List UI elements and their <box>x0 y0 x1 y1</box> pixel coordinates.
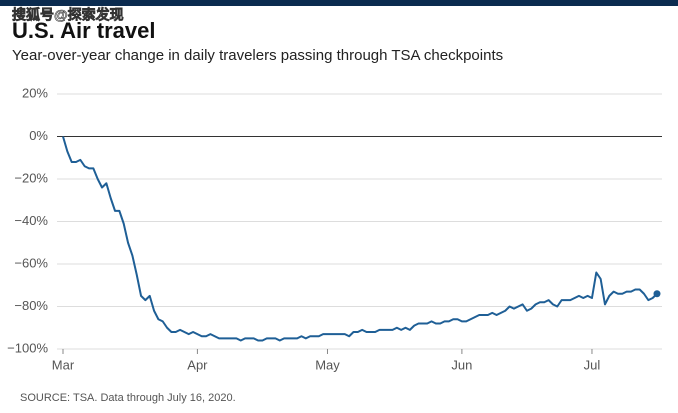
x-tick-label: Jul <box>584 357 601 372</box>
source-note: SOURCE: TSA. Data through July 16, 2020. <box>20 392 236 404</box>
x-tick-label: May <box>315 357 340 372</box>
chart-title: U.S. Air travel <box>12 18 155 43</box>
y-tick-label: 0% <box>29 128 48 143</box>
chart-subtitle: Year-over-year change in daily travelers… <box>12 47 503 64</box>
x-tick-label: Mar <box>52 357 75 372</box>
line <box>62 136 658 342</box>
y-tick-label: −80% <box>14 298 48 313</box>
y-tick-label: 20% <box>22 85 48 100</box>
watermark: 搜狐号@探索发现 <box>12 7 124 23</box>
x-tick-label: Jun <box>451 357 472 372</box>
y-tick-label: −40% <box>14 213 48 228</box>
y-tick-label: −100% <box>7 340 48 355</box>
top-bar <box>0 0 678 6</box>
x-tick-label: Apr <box>187 357 208 372</box>
end-dot <box>653 290 661 298</box>
y-tick-label: −60% <box>14 255 48 270</box>
y-tick-label: −20% <box>14 170 48 185</box>
